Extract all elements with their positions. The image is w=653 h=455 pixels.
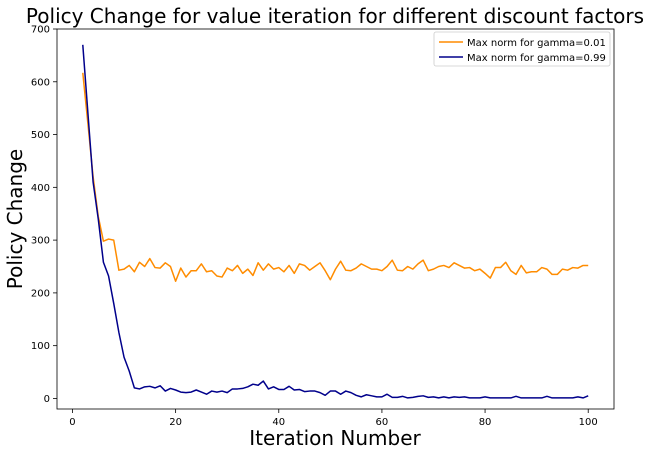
y-tick-label: 400: [31, 183, 50, 194]
legend: Max norm for gamma=0.01 Max norm for gam…: [433, 31, 611, 67]
y-tick-label: 100: [31, 341, 50, 352]
plot-frame: [56, 28, 615, 410]
x-axis: 0 20 40 60 80 100: [69, 409, 598, 428]
y-axis-label: Policy Change: [3, 149, 27, 289]
x-tick-label: 60: [376, 417, 389, 428]
x-tick-label: 40: [272, 417, 285, 428]
series-line-gamma-099: [82, 44, 589, 399]
legend-label-gamma-099: Max norm for gamma=0.99: [467, 53, 606, 64]
x-tick-label: 20: [169, 417, 182, 428]
x-tick-label: 100: [579, 417, 598, 428]
y-tick-label: 700: [31, 25, 50, 36]
y-tick-label: 600: [31, 77, 50, 88]
y-tick-label: 300: [31, 236, 50, 247]
x-tick-label: 80: [479, 417, 492, 428]
y-tick-label: 0: [44, 394, 50, 405]
x-tick-label: 0: [69, 417, 75, 428]
y-tick-label: 200: [31, 288, 50, 299]
legend-box: [433, 31, 611, 67]
legend-label-gamma-001: Max norm for gamma=0.01: [467, 38, 606, 49]
series-line-gamma-001: [82, 72, 589, 283]
y-tick-label: 500: [31, 130, 50, 141]
chart-title: Policy Change for value iteration for di…: [26, 4, 644, 28]
plot-area: [82, 44, 589, 399]
y-axis: 0 100 200 300 400 500 600 700: [31, 25, 57, 405]
x-axis-label: Iteration Number: [249, 426, 421, 450]
